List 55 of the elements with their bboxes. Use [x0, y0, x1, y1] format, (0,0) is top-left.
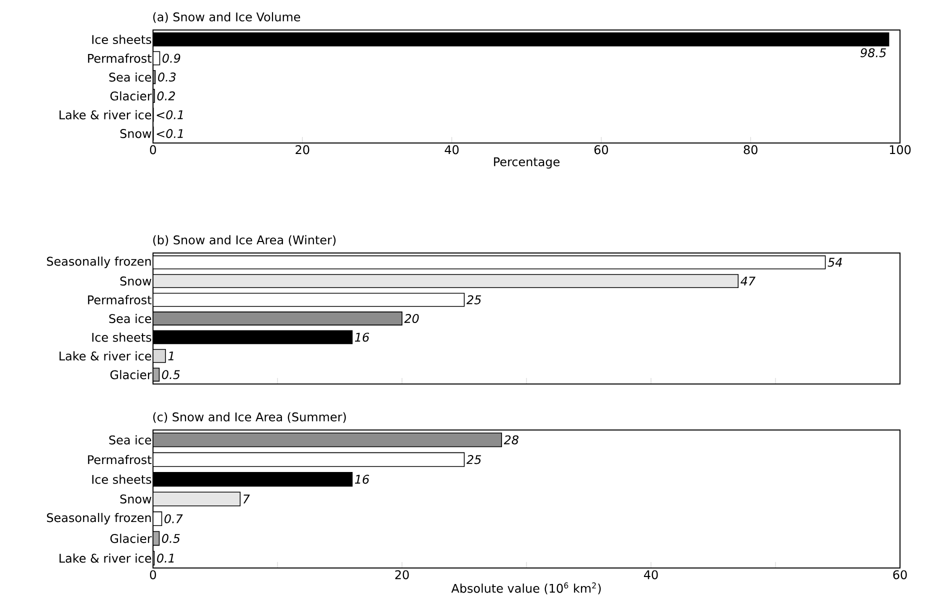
data-label: 0.9 — [162, 54, 180, 63]
data-label: 0.5 — [162, 534, 180, 543]
data-label: 16 — [354, 332, 370, 342]
y-tick-label: Snow — [120, 494, 152, 504]
data-label: 1 — [168, 352, 174, 360]
y-tick-label: Sea ice — [109, 435, 152, 444]
x-tick-label: 80 — [744, 145, 758, 154]
data-label: 16 — [354, 474, 370, 484]
x-tick-label: 60 — [893, 570, 907, 580]
x-tick-label: 60 — [594, 145, 608, 154]
data-label: 25 — [466, 455, 481, 464]
data-label: 20 — [404, 314, 419, 324]
x-axis-title: Absolute value (10$^{6}$ km$^{2}$) — [451, 582, 601, 594]
x-axis-title: Percentage — [494, 157, 560, 169]
data-label: 98.5 — [860, 48, 886, 58]
data-label: 0.1 — [157, 554, 174, 563]
x-tick-label: 40 — [644, 570, 658, 580]
x-tick-label: 20 — [395, 570, 409, 580]
y-tick-label: Seasonally frozen — [46, 512, 151, 525]
y-tick-label: Ice sheets — [92, 332, 152, 342]
y-tick-label: Permafrost — [88, 295, 152, 304]
data-label: <0.1 — [156, 129, 183, 138]
y-tick-label: Glacier — [110, 91, 152, 101]
data-label: 7 — [243, 494, 250, 504]
data-label: 0.7 — [164, 514, 183, 524]
data-label: 0.5 — [162, 370, 180, 380]
y-tick-label: Snow — [120, 276, 152, 286]
x-tick-label: 100 — [890, 145, 911, 154]
x-tick-label: 0 — [150, 145, 156, 154]
y-tick-label: Sea ice — [109, 314, 152, 324]
x-tick-label: 20 — [296, 145, 310, 154]
x-tick-label: 0 — [150, 570, 156, 580]
y-tick-label: Permafrost — [88, 454, 152, 464]
data-label: 28 — [504, 435, 518, 444]
data-label: 0.2 — [157, 91, 175, 100]
y-tick-label: Lake & river ice — [60, 110, 152, 120]
y-tick-label: Glacier — [110, 534, 152, 544]
y-tick-label: Glacier — [110, 370, 152, 380]
chart-title: (c) Snow and Ice Area (Summer) — [153, 412, 346, 423]
data-label: 47 — [740, 276, 756, 286]
y-tick-label: Snow — [120, 129, 152, 138]
data-label: <0.1 — [156, 110, 183, 120]
y-tick-label: Lake & river ice — [60, 554, 152, 563]
chart-title: (a) Snow and Ice Volume — [153, 12, 300, 23]
data-label: 54 — [828, 258, 842, 267]
y-tick-label: Sea ice — [109, 72, 152, 82]
y-tick-label: Ice sheets — [92, 34, 152, 44]
y-tick-label: Lake & river ice — [60, 351, 152, 361]
data-label: 25 — [466, 295, 481, 304]
y-tick-label: Seasonally frozen — [46, 256, 151, 268]
y-tick-label: Ice sheets — [92, 474, 152, 484]
y-tick-label: Permafrost — [88, 54, 152, 63]
data-label: 0.3 — [158, 72, 176, 82]
chart-title: (b) Snow and Ice Area (Winter) — [153, 235, 336, 246]
x-tick-label: 40 — [444, 145, 459, 154]
